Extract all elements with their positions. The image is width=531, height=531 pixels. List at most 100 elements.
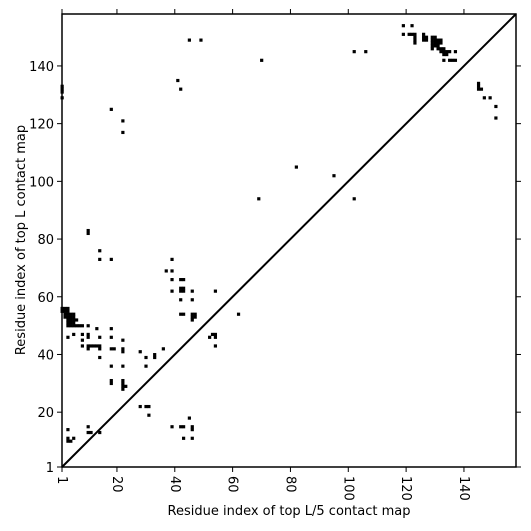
contact-point	[66, 439, 70, 443]
contact-point	[86, 430, 90, 435]
contact-point	[294, 165, 298, 169]
contact-point	[98, 355, 102, 360]
contact-point	[424, 38, 429, 42]
contact-point	[476, 84, 481, 88]
contact-point	[413, 38, 417, 42]
contact-point	[190, 315, 194, 319]
contact-point	[109, 347, 113, 351]
contact-point	[121, 384, 125, 388]
contact-point	[109, 257, 113, 261]
plot-frame	[61, 13, 517, 468]
contact-point	[86, 344, 90, 348]
contact-point	[98, 335, 102, 339]
contact-point	[442, 50, 446, 54]
contact-point	[260, 58, 264, 62]
contact-point	[213, 335, 218, 339]
contact-point	[193, 312, 197, 316]
contact-point	[199, 38, 203, 42]
contact-point	[69, 324, 73, 328]
contact-point	[448, 50, 452, 54]
contact-point	[430, 44, 434, 48]
y-tick-label: 120	[29, 118, 54, 133]
contact-point	[494, 104, 498, 109]
contact-point	[364, 50, 368, 54]
contact-point	[187, 416, 191, 420]
contact-point	[75, 324, 79, 328]
contact-point	[109, 381, 113, 386]
contact-point	[179, 289, 183, 293]
x-tick-label: 140	[456, 476, 471, 501]
x-tick-label: 120	[398, 476, 413, 501]
x-tick-label: 1	[54, 476, 69, 484]
contact-point	[69, 318, 73, 322]
y-tick-label: 20	[37, 406, 54, 421]
y-tick-label: 100	[29, 175, 54, 190]
y-tick-label: 40	[37, 348, 54, 363]
contact-point	[72, 318, 76, 322]
contact-point	[95, 327, 99, 331]
contact-point	[86, 228, 90, 233]
contact-point	[69, 315, 73, 319]
contact-point	[179, 298, 183, 302]
contact-point	[63, 306, 67, 311]
y-tick-label: 140	[29, 60, 54, 75]
contact-point	[439, 41, 443, 45]
contact-point	[430, 38, 434, 42]
y-tick-label: 80	[37, 233, 54, 248]
contact-point	[179, 87, 183, 91]
contact-point	[72, 312, 76, 316]
contact-point	[77, 324, 82, 328]
contact-point	[80, 332, 84, 337]
contact-point	[213, 344, 218, 348]
contact-point	[170, 278, 174, 282]
contact-point	[80, 324, 84, 328]
contact-point	[72, 315, 76, 319]
contact-point	[72, 321, 76, 325]
contact-point	[144, 364, 148, 368]
contact-point	[430, 35, 434, 39]
contact-point	[66, 315, 70, 319]
contact-point	[476, 81, 481, 85]
contact-point	[436, 47, 440, 51]
contact-point	[332, 174, 336, 178]
x-tick-label: 20	[109, 476, 124, 493]
contact-point	[488, 96, 492, 100]
contact-point	[413, 32, 417, 36]
contact-point	[187, 38, 191, 42]
y-tick-label: 1	[46, 461, 54, 476]
x-tick-label: 80	[282, 476, 297, 493]
contact-point	[138, 404, 142, 409]
contact-point	[439, 47, 443, 51]
contact-point	[193, 315, 197, 319]
contact-point	[69, 439, 73, 443]
contact-point	[410, 24, 414, 28]
contact-point	[442, 52, 446, 57]
contact-point	[453, 58, 458, 62]
contact-point	[439, 38, 443, 42]
contact-point	[109, 335, 113, 339]
contact-point	[92, 344, 96, 348]
contact-point	[450, 58, 455, 62]
contact-point	[436, 38, 440, 42]
contact-point	[179, 286, 183, 290]
contact-point	[190, 428, 194, 432]
contact-point	[170, 289, 174, 293]
contact-point	[66, 335, 70, 339]
contact-point	[182, 286, 186, 290]
contact-point	[352, 197, 356, 201]
contact-point	[482, 96, 486, 100]
contact-point	[442, 47, 446, 51]
contact-point	[75, 318, 79, 322]
contact-point	[179, 278, 183, 282]
contact-point	[176, 78, 180, 83]
diagonal-line	[61, 13, 517, 468]
contact-point	[124, 384, 128, 388]
contact-point	[413, 35, 417, 39]
contact-point	[182, 278, 186, 282]
contact-point	[439, 50, 443, 54]
contact-point	[170, 425, 174, 429]
contact-point	[182, 289, 186, 293]
contact-point	[69, 321, 73, 325]
